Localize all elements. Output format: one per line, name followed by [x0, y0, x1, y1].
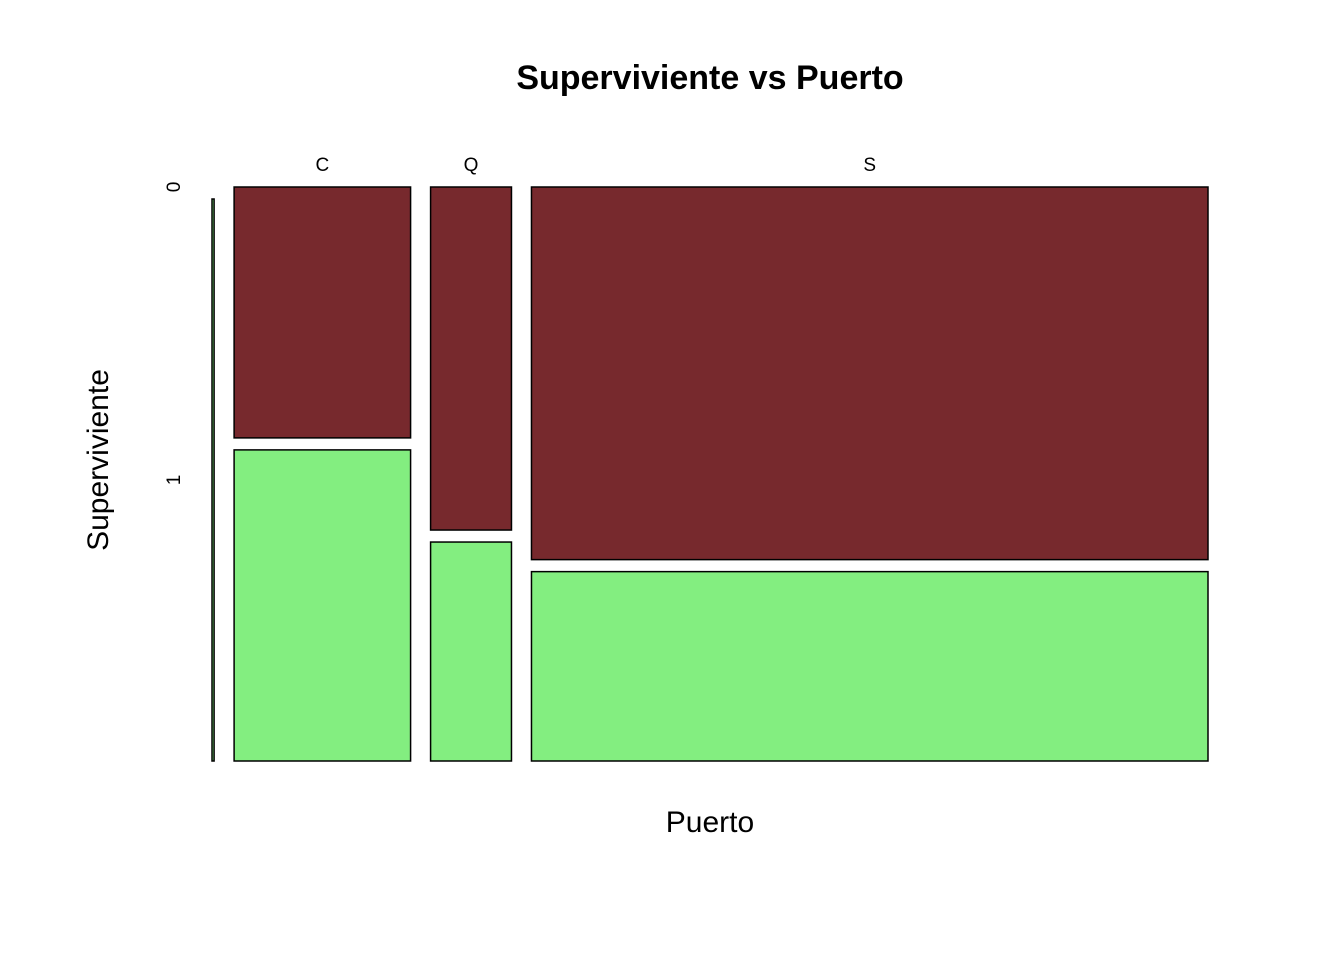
x-tick-label: C: [315, 155, 329, 176]
mosaic-cell: [429, 186, 513, 531]
y-tick-label: 0: [164, 182, 185, 193]
chart-title: Superviviente vs Puerto: [516, 59, 903, 97]
mosaic-cell: [530, 570, 1209, 762]
mosaic-cell: [233, 186, 412, 439]
mosaic-cell: [530, 186, 1209, 561]
mosaic-cell: [429, 541, 513, 762]
y-tick-label: 1: [164, 475, 185, 486]
x-tick-label: S: [863, 155, 876, 176]
y-axis-label: Superviviente: [82, 369, 115, 551]
x-tick-label: Q: [464, 155, 479, 176]
mosaic-cell: [211, 198, 215, 762]
mosaic-cell: [233, 449, 412, 762]
x-axis-label: Puerto: [666, 806, 754, 839]
